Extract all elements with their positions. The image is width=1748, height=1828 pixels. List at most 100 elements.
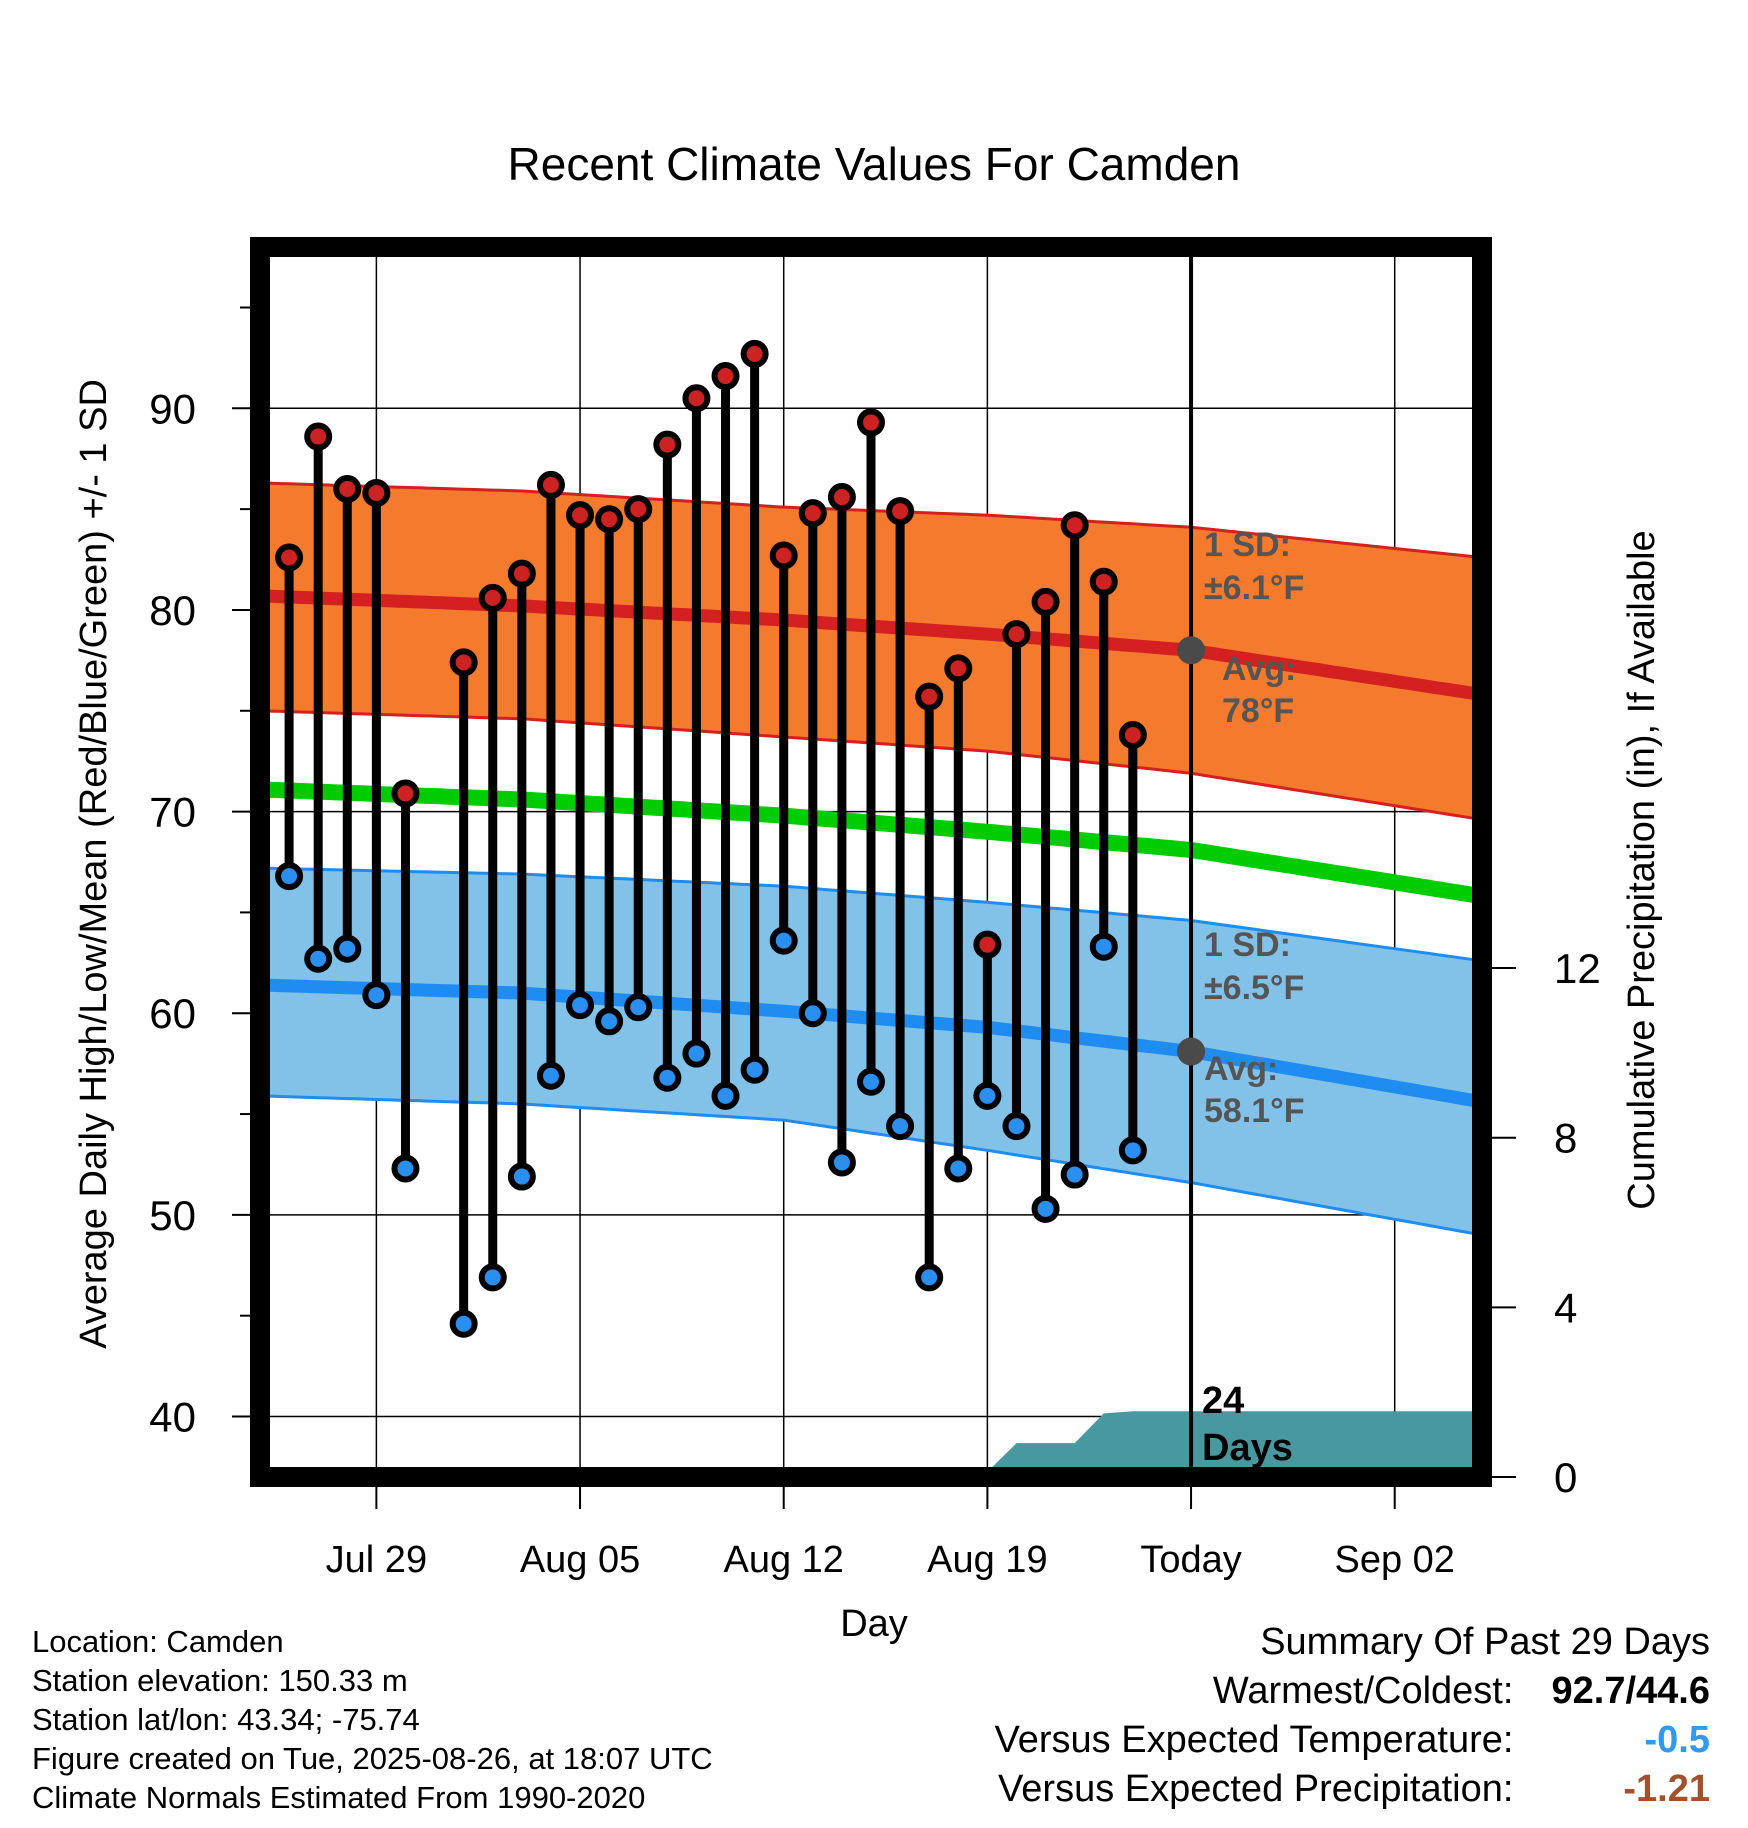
daily-low-point [624, 993, 653, 1022]
daily-low-point [449, 1309, 478, 1338]
low-sd-value: ±6.5°F [1204, 969, 1304, 1007]
daily-low-point [711, 1081, 740, 1110]
daily-low-point [944, 1154, 973, 1183]
plot-frame [250, 237, 1492, 1487]
y-tick-label: 90 [149, 385, 196, 432]
daily-low-point [275, 862, 304, 891]
precip-departure-row: Versus Expected Precipitation: -1.21 [995, 1765, 1710, 1814]
temp-departure-row: Versus Expected Temperature: -0.5 [995, 1716, 1710, 1765]
daily-high-point [857, 408, 885, 437]
daily-low-point [798, 999, 827, 1028]
daily-high-point [595, 505, 624, 534]
plot-content [260, 247, 1482, 1477]
daily-high-point [478, 583, 507, 612]
x-tick-label: Aug 19 [927, 1539, 1047, 1581]
precip-departure-value: -1.21 [1623, 1768, 1710, 1810]
daily-high-point [507, 559, 536, 588]
daily-low-point [478, 1263, 507, 1292]
precip-departure-label: Versus Expected Precipitation: [998, 1768, 1514, 1810]
warmest-coldest-row: Warmest/Coldest: 92.7/44.6 [995, 1667, 1710, 1716]
low-avg-label: Avg: [1204, 1050, 1278, 1088]
daily-high-point [827, 483, 856, 512]
daily-low-point [653, 1063, 682, 1092]
daily-low-point [595, 1007, 624, 1036]
station-latlon: Station lat/lon: 43.34; -75.74 [32, 1702, 420, 1737]
high-avg-value: 78°F [1222, 692, 1294, 730]
daily-high-point [653, 430, 682, 459]
precip-area [260, 1411, 1482, 1477]
y-tick-label: 80 [149, 587, 196, 634]
daily-low-point [857, 1067, 885, 1096]
daily-low-point [682, 1039, 711, 1068]
daily-high-point [304, 422, 333, 451]
warmest-coldest-value: 92.7/44.6 [1551, 1670, 1710, 1712]
daily-low-point [507, 1162, 536, 1191]
daily-low-point [333, 934, 362, 963]
daily-high-point [1089, 567, 1118, 596]
summary-title: Summary Of Past 29 Days [1260, 1621, 1710, 1663]
temp-departure-label: Versus Expected Temperature: [994, 1719, 1514, 1761]
daily-high-point [769, 541, 798, 570]
daily-high-point [536, 470, 565, 499]
y-tick-label: 60 [149, 990, 196, 1037]
daily-high-point [1031, 587, 1060, 616]
daily-high-point [740, 339, 769, 368]
daily-low-point [827, 1148, 856, 1177]
daily-high-point [449, 648, 478, 677]
x-tick-label: Today [1140, 1539, 1241, 1581]
daily-high-point [566, 501, 595, 530]
daily-high-point [711, 362, 740, 391]
y-tick-label: 70 [149, 789, 196, 836]
daily-high-point [624, 495, 653, 524]
chart-title: Recent Climate Values For Camden [508, 138, 1241, 190]
x-tick-label: Sep 02 [1334, 1539, 1454, 1581]
daily-low-point [1002, 1112, 1031, 1141]
daily-low-point [1089, 932, 1118, 961]
daily-low-point [1060, 1160, 1089, 1189]
y2-tick-label: 0 [1554, 1454, 1577, 1501]
warmest-coldest-label: Warmest/Coldest: [1212, 1670, 1514, 1712]
today-low-normal-marker [1177, 1037, 1206, 1066]
daily-low-point [566, 991, 595, 1020]
low-sd-label: 1 SD: [1204, 926, 1291, 964]
daily-low-point [362, 981, 391, 1010]
y-axis-label: Average Daily High/Low/Mean (Red/Blue/Gr… [73, 379, 115, 1349]
high-sd-label: 1 SD: [1204, 526, 1291, 564]
daily-high-point [1118, 720, 1147, 749]
x-axis-label: Day [840, 1603, 908, 1645]
daily-high-point [915, 682, 944, 711]
daily-high-point [886, 497, 915, 526]
daily-high-point [973, 930, 1002, 959]
climate-normals-note: Climate Normals Estimated From 1990-2020 [32, 1780, 646, 1815]
x-tick-label: Aug 05 [520, 1539, 640, 1581]
daily-high-point [1060, 511, 1089, 540]
plot-area: 1 SD: ±6.1°F Avg: 78°F 1 SD: ±6.5°F Avg: 58.1°F… [149, 237, 1601, 1581]
daily-low-point [1031, 1194, 1060, 1223]
daily-low-point [304, 944, 333, 973]
daily-high-point [362, 479, 391, 507]
daily-low-point [391, 1154, 420, 1183]
temp-departure-value: -0.5 [1644, 1719, 1710, 1761]
precip-days-word: Days [1202, 1427, 1293, 1469]
daily-low-point [1118, 1136, 1147, 1165]
precip-days-count: 24 [1202, 1380, 1244, 1422]
daily-high-point [682, 384, 711, 413]
y-tick-label: 50 [149, 1192, 196, 1239]
low-avg-value: 58.1°F [1204, 1092, 1305, 1130]
station-info: Location: Camden Station elevation: 150.… [32, 1622, 713, 1817]
x-tick-label: Aug 12 [723, 1539, 843, 1581]
figure-created: Figure created on Tue, 2025-08-26, at 18… [32, 1741, 713, 1776]
daily-low-point [886, 1112, 915, 1141]
daily-low-point [915, 1263, 944, 1292]
today-high-normal-marker [1177, 636, 1206, 665]
high-sd-value: ±6.1°F [1204, 569, 1304, 607]
y2-tick-label: 12 [1554, 945, 1601, 992]
daily-high-point [275, 543, 304, 572]
y2-tick-label: 8 [1554, 1115, 1577, 1162]
daily-high-point [798, 499, 827, 528]
daily-low-point [740, 1055, 769, 1084]
y2-tick-label: 4 [1554, 1284, 1577, 1331]
daily-low-point [973, 1081, 1002, 1110]
daily-high-point [391, 779, 420, 808]
